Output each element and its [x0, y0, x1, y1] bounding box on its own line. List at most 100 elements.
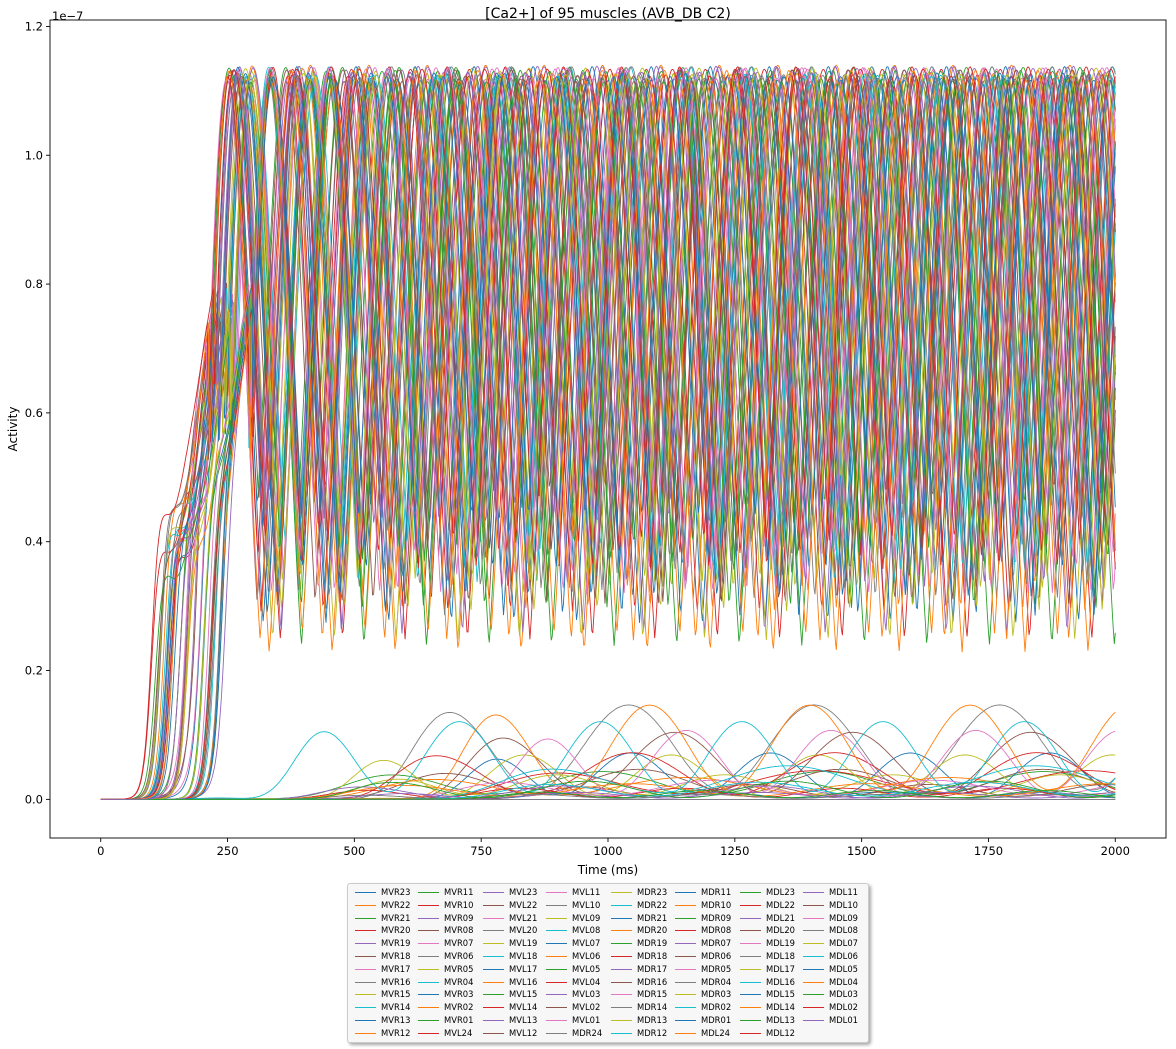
legend-entry: MDL13	[740, 1015, 795, 1026]
y-tick-label: 0.8	[25, 277, 43, 291]
legend-swatch	[803, 981, 824, 983]
legend-entry: MDR14	[611, 1002, 667, 1013]
legend-swatch	[675, 943, 696, 945]
legend-swatch	[611, 968, 632, 970]
legend-swatch	[740, 1032, 761, 1034]
legend-swatch	[675, 892, 696, 893]
legend-entry: MDR05	[675, 964, 731, 975]
legend-entry: MDL24	[675, 1028, 730, 1039]
series-line-mdl15	[100, 65, 1116, 800]
legend-label: MDR18	[637, 951, 668, 961]
legend-entry: MVL12	[483, 1028, 537, 1039]
series-line-mdl04	[100, 69, 1116, 800]
legend-label: MDL06	[829, 951, 858, 961]
legend-entry: MDL11	[803, 887, 858, 898]
legend-swatch	[611, 981, 632, 983]
legend-label: MDR14	[637, 1002, 668, 1013]
legend-swatch	[675, 1020, 696, 1021]
legend-entry: MDR23	[611, 887, 667, 898]
legend-label: MDL20	[766, 925, 795, 936]
legend-entry: MVR11	[418, 887, 473, 898]
legend-entry: MDR16	[611, 977, 667, 988]
legend-label: MVR23	[381, 887, 411, 897]
legend-entry: MVL17	[483, 964, 537, 975]
legend-label: MDL10	[829, 899, 858, 910]
legend-entry: MVR02	[418, 1002, 473, 1013]
legend-label: MVR11	[444, 887, 474, 897]
legend-swatch	[418, 917, 439, 919]
legend-swatch	[546, 1007, 567, 1009]
legend-label: MDR07	[701, 938, 732, 949]
legend-entry: MDL09	[803, 913, 858, 924]
legend-entry: MVR19	[355, 938, 410, 949]
legend-label: MVR01	[444, 1015, 474, 1025]
legend-entry: MDR17	[611, 964, 667, 975]
y-axis-label: Activity	[6, 407, 20, 452]
legend-entry: MDL04	[803, 977, 858, 988]
legend-swatch	[675, 904, 696, 906]
legend-entry: MVL11	[546, 887, 600, 898]
legend-entry: MDL19	[740, 938, 795, 949]
legend-label: MDR10	[701, 899, 732, 910]
legend-label: MVL19	[509, 938, 538, 949]
series-line-mdl09	[100, 67, 1116, 800]
legend-swatch	[418, 892, 439, 893]
legend-entry: MVL04	[546, 977, 600, 988]
legend-swatch	[483, 943, 504, 945]
legend-label: MDR03	[701, 989, 732, 1000]
legend-label: MDR01	[701, 1015, 732, 1025]
legend-entry: MDL17	[740, 964, 795, 975]
legend-entry: MVR05	[418, 964, 473, 975]
x-tick-label: 750	[470, 844, 492, 858]
legend-swatch	[546, 956, 567, 957]
legend-swatch	[546, 1020, 567, 1021]
legend-swatch	[675, 968, 696, 970]
legend-label: MDL01	[829, 1015, 858, 1025]
x-tick-label: 250	[217, 844, 239, 858]
legend-label: MVL08	[572, 925, 601, 936]
legend-label: MDR17	[637, 963, 668, 974]
legend-swatch	[418, 1020, 439, 1021]
legend-swatch	[418, 968, 439, 970]
legend-swatch	[546, 930, 567, 932]
legend-swatch	[418, 1007, 439, 1009]
legend-label: MVL24	[444, 1027, 473, 1038]
legend-entry: MDL07	[803, 938, 858, 949]
legend-label: MVR09	[444, 912, 474, 923]
legend-entry: MDL22	[740, 900, 795, 911]
chart-title: [Ca2+] of 95 muscles (AVB_DB C2)	[485, 6, 731, 22]
legend-swatch	[418, 930, 439, 932]
legend-entry: MVL05	[546, 964, 600, 975]
legend-swatch	[740, 930, 761, 932]
legend-label: MVR17	[381, 963, 411, 974]
legend-entry: MDR11	[675, 887, 731, 898]
legend-entry: MDL05	[803, 964, 858, 975]
legend-entry: MDR04	[675, 977, 731, 988]
x-tick-label: 1750	[974, 844, 1003, 858]
x-axis: 0 250 500 750 1000 1250 1500 1750 2000	[97, 838, 1130, 858]
legend-label: MVR07	[444, 938, 474, 949]
legend-swatch	[803, 1020, 824, 1021]
legend-label: MVR02	[444, 1002, 474, 1013]
legend-label: MVL09	[572, 912, 601, 923]
legend-label: MDL03	[829, 989, 858, 1000]
y-axis: 0.0 0.2 0.4 0.6 0.8 1.0 1.2	[25, 19, 50, 806]
legend-swatch	[740, 981, 761, 983]
legend-label: MVR21	[381, 912, 411, 923]
legend-entry: MVR09	[418, 913, 473, 924]
legend-label: MDL09	[829, 912, 858, 923]
legend-label: MDR19	[637, 938, 668, 949]
legend-swatch	[611, 1032, 632, 1034]
legend-entry: MDR22	[611, 900, 667, 911]
series-line-mdl01	[100, 72, 1116, 800]
legend-entry: MDL06	[803, 951, 858, 962]
legend-entry: MVL08	[546, 925, 600, 936]
series-line-mvl04	[100, 752, 1116, 800]
legend-entry: MDR06	[675, 951, 731, 962]
legend-swatch	[611, 1020, 632, 1021]
legend-label: MVL12	[509, 1027, 538, 1038]
legend-label: MVL23	[509, 887, 538, 897]
legend-label: MVR20	[381, 925, 411, 936]
legend-entry: MDR18	[611, 951, 667, 962]
legend-swatch	[803, 943, 824, 945]
